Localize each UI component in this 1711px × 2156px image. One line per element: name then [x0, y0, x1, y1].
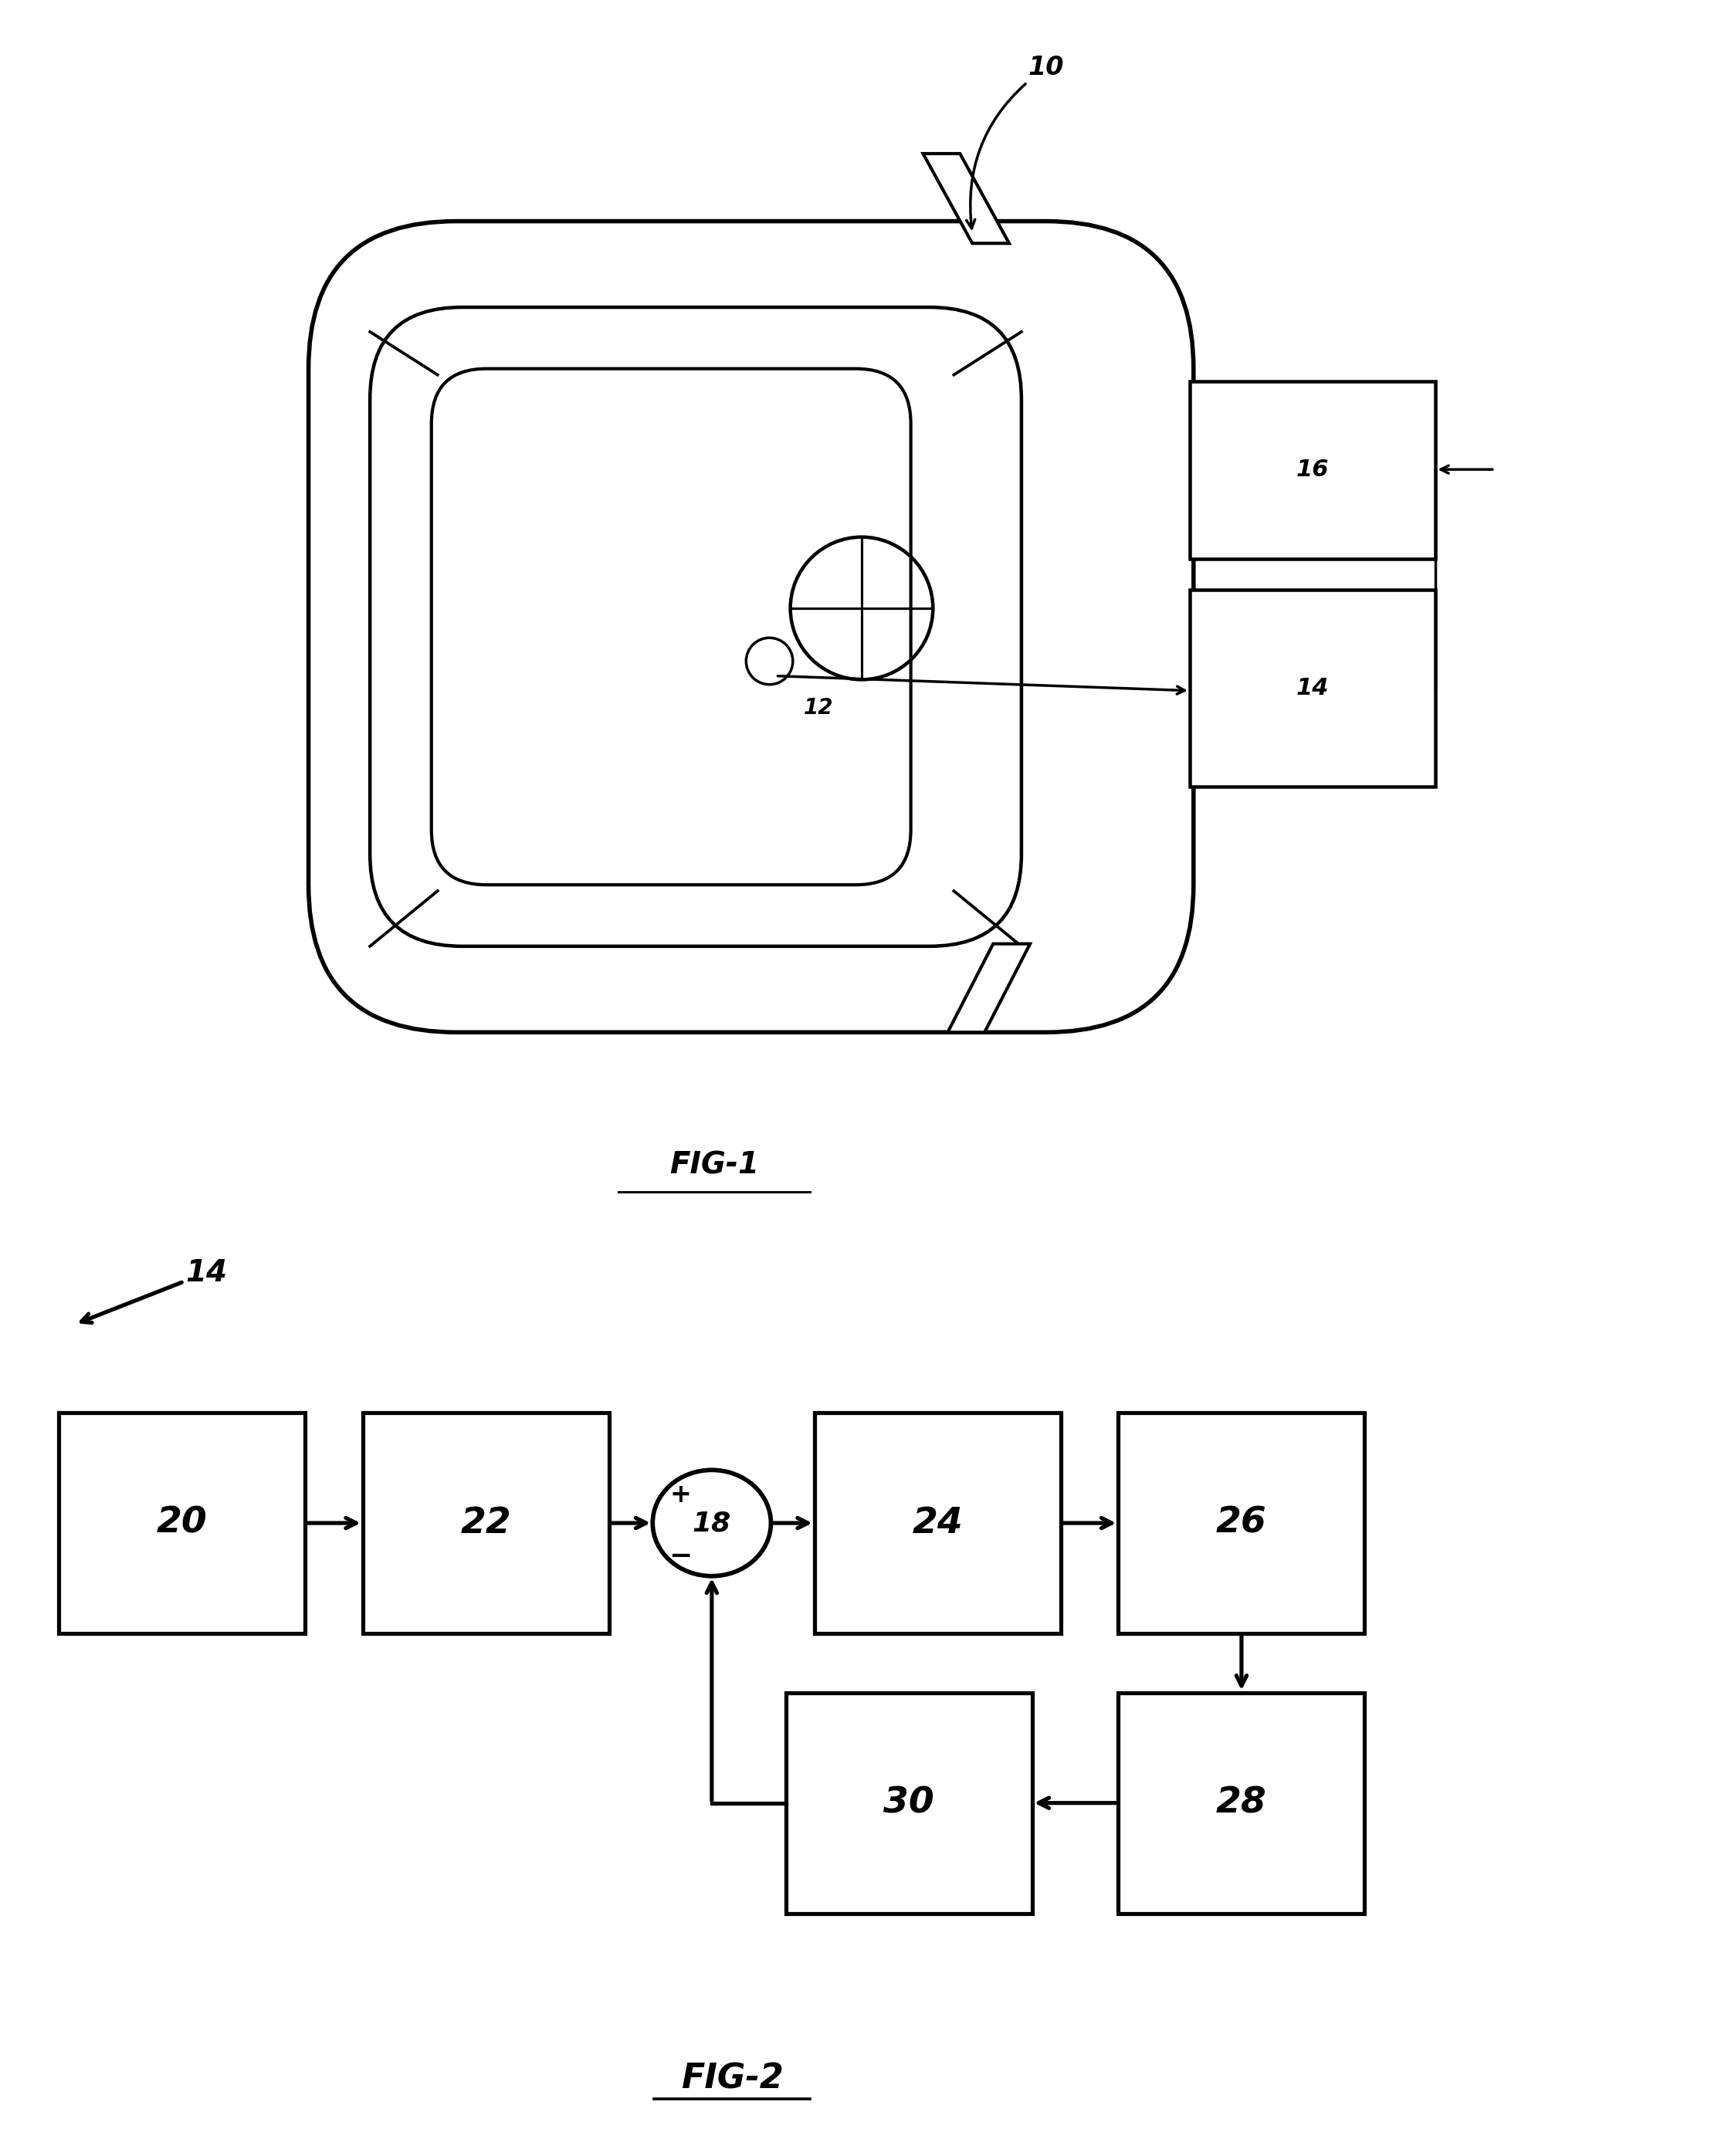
- Text: 22: 22: [460, 1505, 512, 1539]
- Text: 14: 14: [82, 1257, 228, 1322]
- FancyBboxPatch shape: [58, 1412, 305, 1634]
- FancyBboxPatch shape: [1189, 591, 1436, 787]
- FancyBboxPatch shape: [1189, 382, 1436, 558]
- FancyBboxPatch shape: [1119, 1692, 1365, 1915]
- Text: FIG-1: FIG-1: [669, 1151, 760, 1179]
- FancyBboxPatch shape: [363, 1412, 609, 1634]
- Text: −: −: [669, 1544, 693, 1570]
- Text: 28: 28: [1217, 1785, 1266, 1820]
- Polygon shape: [924, 153, 1009, 244]
- Text: 12: 12: [804, 696, 833, 718]
- Text: 26: 26: [1217, 1505, 1266, 1539]
- Text: +: +: [669, 1483, 691, 1507]
- Text: 24: 24: [912, 1505, 963, 1539]
- Text: FIG-2: FIG-2: [681, 2063, 784, 2096]
- Text: 16: 16: [1297, 459, 1329, 481]
- Text: 20: 20: [157, 1505, 207, 1539]
- FancyBboxPatch shape: [431, 369, 910, 884]
- Text: 30: 30: [883, 1785, 934, 1820]
- Text: 10: 10: [967, 54, 1064, 229]
- Text: 18: 18: [693, 1509, 731, 1537]
- FancyBboxPatch shape: [814, 1412, 1061, 1634]
- FancyBboxPatch shape: [308, 222, 1194, 1033]
- FancyBboxPatch shape: [1119, 1412, 1365, 1634]
- Text: 14: 14: [1297, 677, 1329, 699]
- FancyBboxPatch shape: [785, 1692, 1032, 1915]
- Polygon shape: [948, 944, 1030, 1033]
- FancyBboxPatch shape: [370, 306, 1021, 946]
